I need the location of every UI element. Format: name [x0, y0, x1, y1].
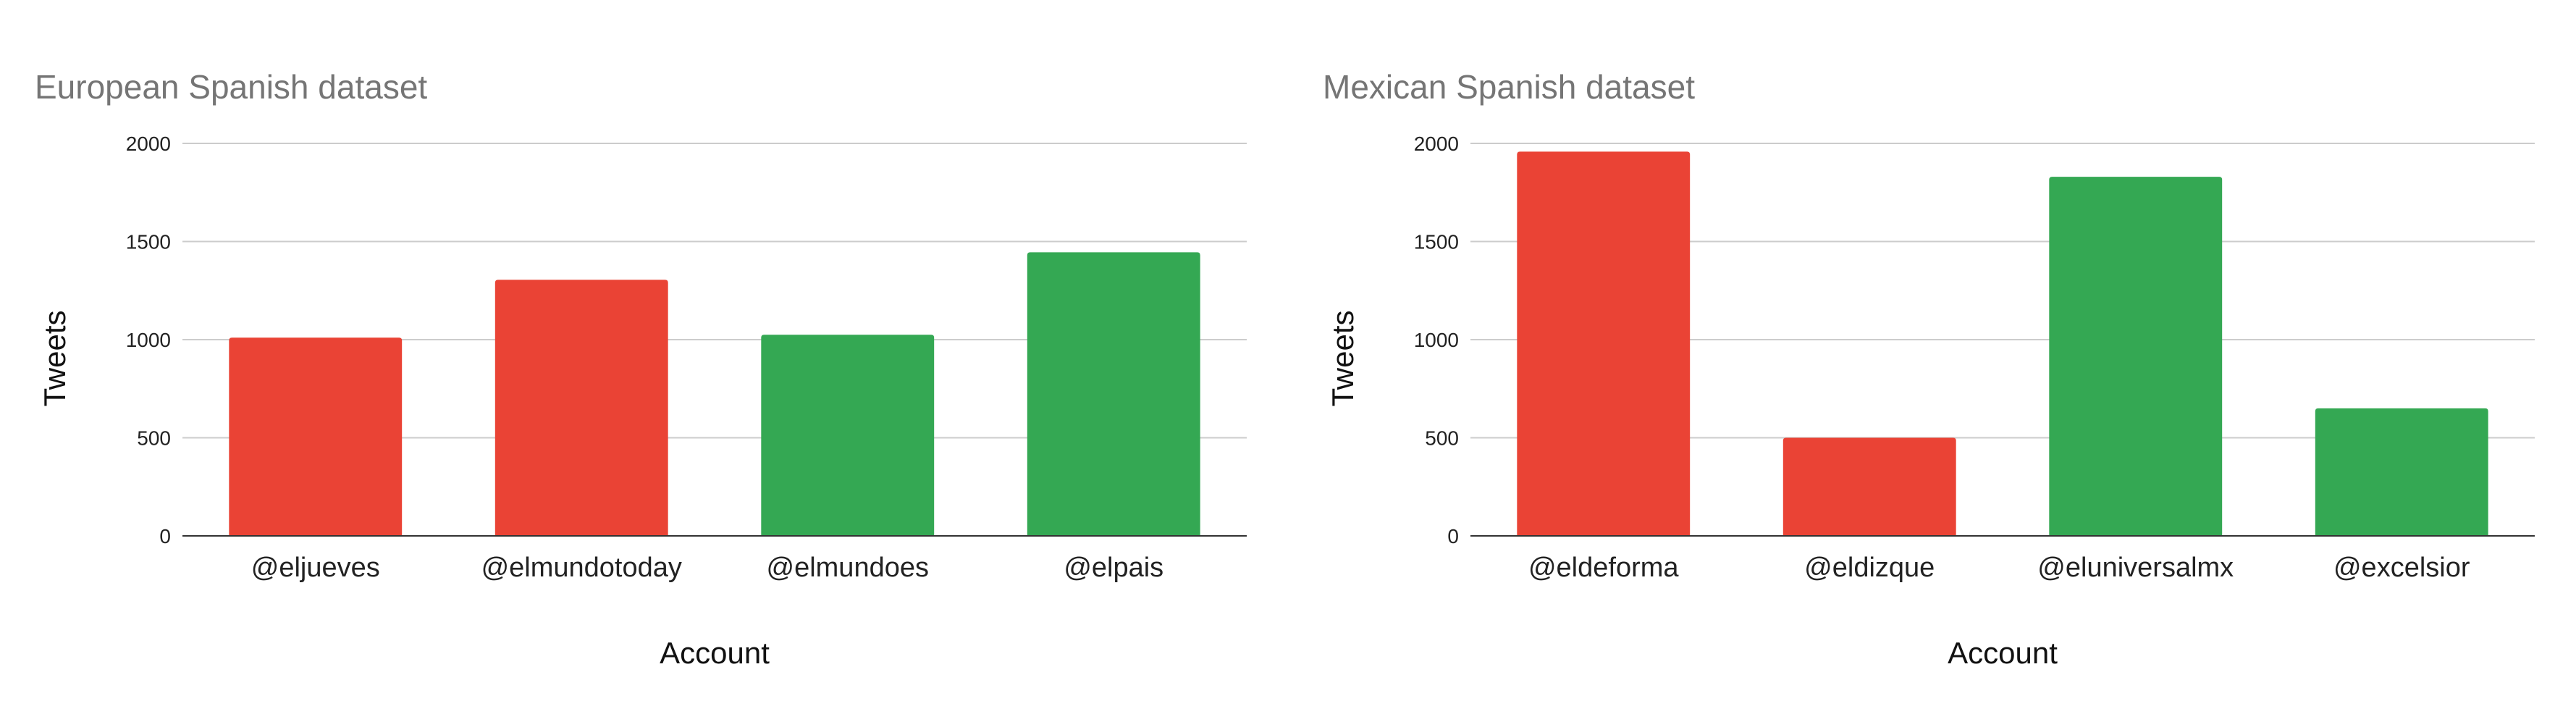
- chart-panel-european: European Spanish dataset 0 500 1000 1500 2000…: [35, 68, 1247, 670]
- y-tick-label: 500: [1425, 427, 1459, 450]
- y-tick-label: 0: [159, 525, 171, 547]
- y-tick-label: 1000: [126, 329, 171, 351]
- mexican-chart-svg: Mexican Spanish dataset 0 500 1000 1500 2000 @…: [1323, 68, 2535, 670]
- bar-eluniversalmx: [2049, 177, 2223, 536]
- x-tick-label: @elmundoes: [767, 553, 929, 583]
- y-tick-label: 500: [137, 427, 171, 450]
- y-axis-title: Tweets: [1326, 310, 1360, 406]
- chart-panel-mexican: Mexican Spanish dataset 0 500 1000 1500 2000 @…: [1288, 0, 2576, 701]
- x-tick-label: @eluniversalmx: [2037, 553, 2234, 583]
- y-tick-label: 1500: [126, 231, 171, 253]
- y-tick-label: 2000: [126, 133, 171, 155]
- bar-eljueves: [229, 337, 403, 536]
- bar-excelsior: [2315, 408, 2488, 536]
- x-tick-label: @elpais: [1064, 553, 1163, 583]
- x-tick-label: @excelsior: [2333, 553, 2470, 583]
- x-axis-title: Account: [1948, 636, 2058, 670]
- bar-eldeforma: [1517, 151, 1691, 536]
- bar-elmundotoday: [494, 280, 668, 536]
- y-tick-label: 1000: [1414, 329, 1459, 351]
- chart-title: European Spanish dataset: [35, 68, 427, 106]
- y-tick-label: 2000: [1414, 133, 1459, 155]
- y-tick-label: 0: [1447, 525, 1459, 547]
- bar-elmundoes: [761, 335, 935, 536]
- y-tick-label: 1500: [1414, 231, 1459, 253]
- chart-title: Mexican Spanish dataset: [1323, 68, 1695, 106]
- x-tick-label: @eljueves: [251, 553, 380, 583]
- bar-elpais: [1027, 252, 1200, 536]
- x-axis-title: Account: [660, 636, 770, 670]
- european-chart-svg: European Spanish dataset 0 500 1000 1500 2000…: [35, 68, 1247, 670]
- bar-eldizque: [1782, 437, 1956, 536]
- x-tick-label: @elmundotoday: [481, 553, 682, 583]
- y-axis-title: Tweets: [38, 310, 72, 406]
- x-tick-label: @eldizque: [1804, 553, 1935, 583]
- x-tick-label: @eldeforma: [1528, 553, 1679, 583]
